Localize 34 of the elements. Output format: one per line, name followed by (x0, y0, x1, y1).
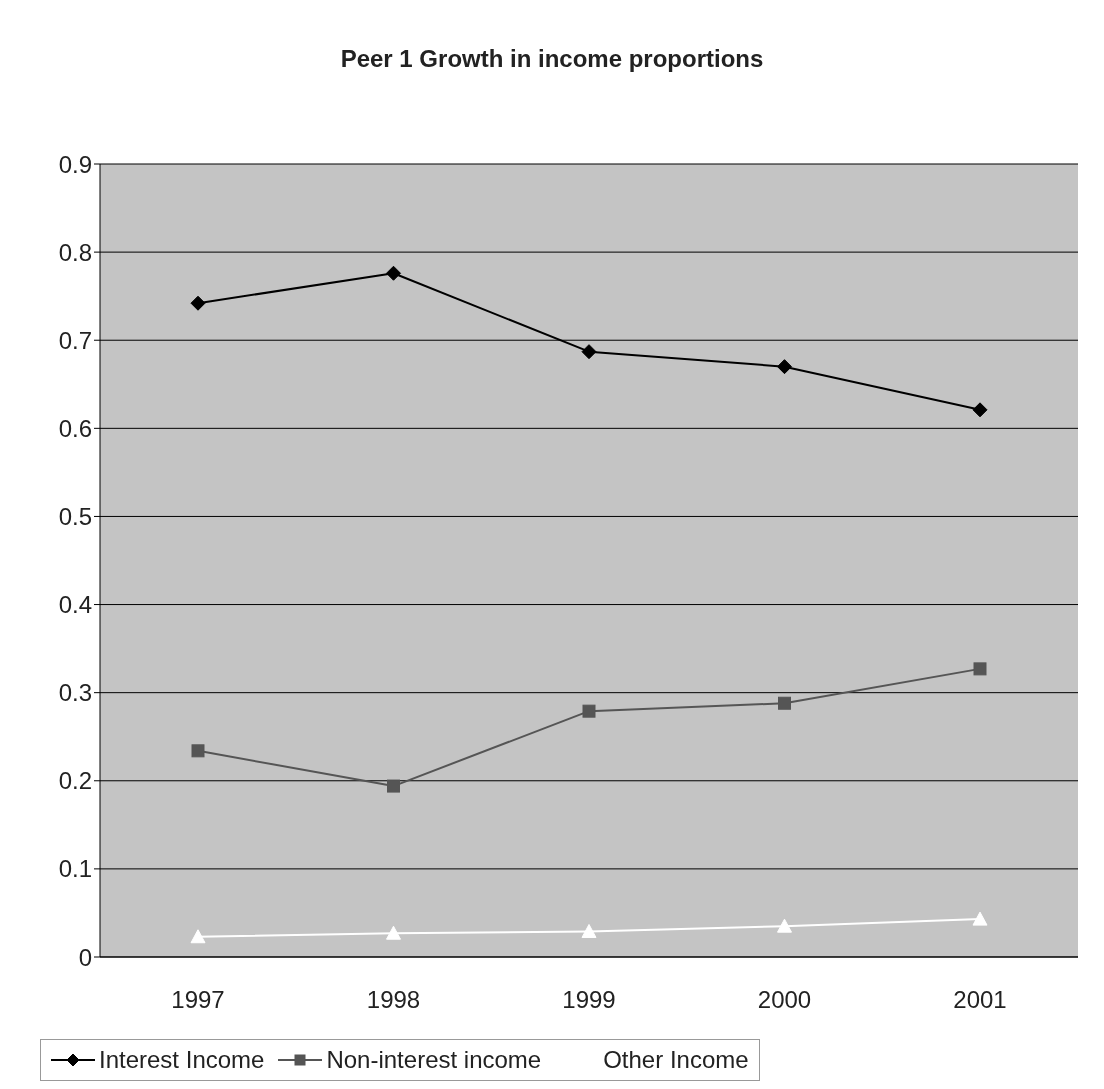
legend-label: Interest Income (99, 1046, 265, 1074)
y-tick-label: 0.4 (58, 591, 92, 619)
y-tick-label: 0.1 (58, 855, 92, 883)
x-tick-label: 2000 (757, 986, 812, 1014)
y-tick-label: 0.3 (58, 679, 92, 707)
x-tick-label: 1999 (562, 986, 616, 1014)
chart-title: Peer 1 Growth in income proportions (339, 45, 765, 73)
point (190, 929, 206, 944)
x-tick-label: 1998 (366, 986, 421, 1014)
point (386, 925, 401, 940)
y-tick-label: 0.8 (58, 238, 92, 266)
point (972, 911, 988, 926)
y-tick-label: 0 (78, 943, 92, 971)
point (386, 265, 401, 281)
point (581, 923, 597, 938)
point (191, 744, 205, 758)
point (973, 662, 987, 676)
point (582, 704, 596, 718)
legend-label: Non-interest income (326, 1046, 542, 1074)
text: Other Income (603, 1046, 749, 1074)
point (778, 696, 791, 710)
y-tick-label: 0.7 (58, 326, 92, 354)
point (972, 402, 988, 418)
point (777, 359, 792, 375)
point (387, 779, 400, 793)
y-tick-label: 0.2 (58, 767, 92, 795)
y-tick-label: 0.9 (58, 150, 92, 178)
point (581, 344, 597, 360)
point (777, 918, 792, 933)
y-tick-label: 0.6 (58, 414, 92, 442)
x-tick-label: 1997 (171, 986, 225, 1014)
y-tick-label: 0.5 (58, 502, 92, 530)
x-tick-label: 2001 (953, 986, 1007, 1014)
point (190, 295, 206, 311)
